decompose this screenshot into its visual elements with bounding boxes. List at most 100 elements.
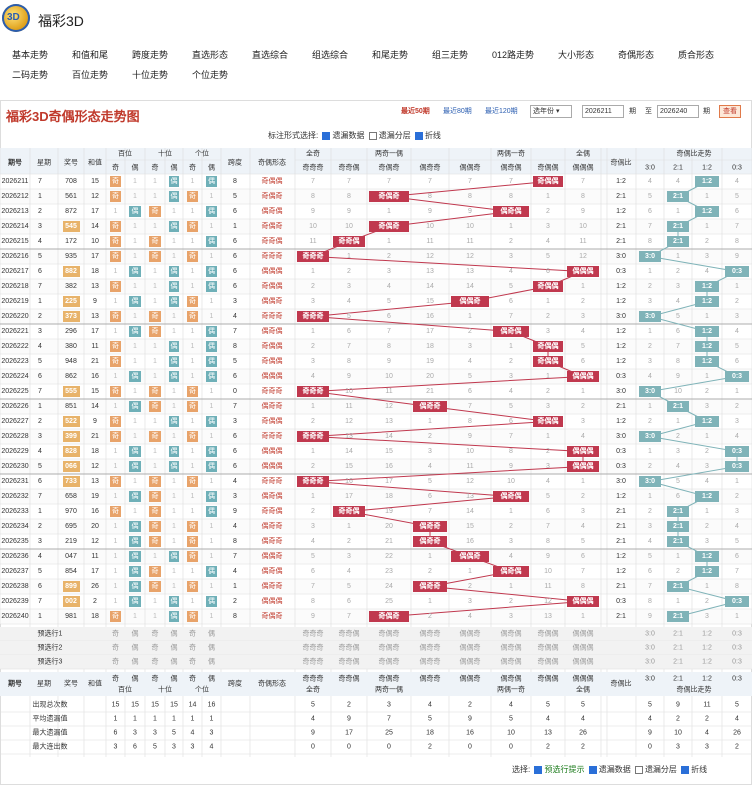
ratio-miss: 2 (648, 283, 652, 290)
week-cell: 4 (38, 448, 42, 455)
polyline-checkbox[interactable] (414, 131, 423, 140)
recent120-link[interactable]: 最近120期 (485, 108, 518, 115)
ratio-hit-box (695, 326, 719, 337)
prize-cell: 899 (65, 583, 77, 590)
form-cell: 偶奇奇 (262, 536, 283, 545)
ratio-hit-box (639, 251, 661, 262)
nav-link-6[interactable]: 和尾走势 (372, 50, 409, 60)
predict-form-cell: 偶偶偶 (573, 657, 594, 666)
period-cell: 2026225 (1, 388, 28, 395)
form-cell: 奇奇奇 (262, 476, 283, 485)
form-miss: 7 (581, 568, 585, 575)
shi-header-2: 十位 (158, 685, 172, 694)
form-miss: 1 (311, 328, 315, 335)
recent50-link[interactable]: 最近50期 (401, 108, 430, 115)
stat-form-cell: 2 (581, 744, 585, 751)
even-miss: 1 (133, 433, 137, 440)
ratio-hit: 2:1 (673, 613, 683, 620)
form-cell: 偶偶偶 (262, 266, 283, 275)
to-period-input[interactable]: 2026240 (657, 105, 699, 118)
form-miss: 1 (546, 373, 550, 380)
form-miss: 9 (468, 208, 472, 215)
nav-link-7[interactable]: 组三走势 (432, 50, 469, 60)
year-select[interactable]: 选年份 ▾ (530, 105, 572, 118)
form-miss: 22 (385, 553, 393, 560)
nav-link-0[interactable]: 基本走势 (12, 50, 49, 60)
missing-layer-checkbox[interactable] (368, 131, 377, 140)
even-mark: 偶 (208, 326, 215, 335)
form-miss: 4 (581, 328, 585, 335)
footer-missing-data-checkbox[interactable] (588, 765, 597, 774)
odd-mark: 奇 (189, 581, 196, 590)
predict-digit-cell: 奇 (152, 643, 159, 652)
ratio-miss: 1 (705, 433, 709, 440)
form-miss: 4 (509, 553, 513, 560)
predict-form-cell: 奇奇奇 (303, 657, 324, 666)
nav-link-10[interactable]: 奇偶形态 (618, 50, 655, 60)
form-miss: 1 (311, 403, 315, 410)
span-cell: 8 (233, 613, 237, 620)
form-miss: 4 (468, 613, 472, 620)
nav-link-3[interactable]: 直选形态 (192, 50, 229, 60)
recent80-link[interactable]: 最近80期 (443, 108, 472, 115)
form-miss: 2 (581, 403, 585, 410)
form-miss: 5 (387, 298, 391, 305)
ratio-hit: 1:2 (702, 493, 712, 500)
nav-link-9[interactable]: 大小形态 (558, 50, 595, 60)
predict-row-label: 预选行3 (38, 657, 63, 666)
odd-box (187, 251, 198, 262)
nav-link-14[interactable]: 十位走势 (132, 70, 169, 80)
ratio-miss: 5 (735, 538, 739, 545)
form-miss: 10 (579, 223, 587, 230)
query-button[interactable]: 查看 (719, 105, 741, 118)
digit-odd-even-header-2: 偶 (132, 674, 139, 683)
form-miss: 2 (428, 613, 432, 620)
form-hit: 偶偶奇 (460, 551, 481, 560)
predict-form-cell: 偶奇偶 (501, 643, 522, 652)
form-miss: 5 (509, 403, 513, 410)
prize-header-2: 奖号 (64, 679, 78, 688)
form-hit: 偶奇偶 (501, 566, 522, 575)
odd-box (187, 311, 198, 322)
nav-link-8[interactable]: 012路走势 (492, 50, 535, 60)
nav-link-15[interactable]: 个位走势 (192, 70, 229, 80)
from-period-input[interactable]: 2026211 (582, 105, 624, 118)
predict-hint-checkbox[interactable] (534, 765, 543, 774)
even-box (206, 416, 217, 427)
stat-form-cell: 0 (509, 744, 513, 751)
ratio-miss: 2 (705, 238, 709, 245)
footer-polyline-checkbox[interactable] (681, 765, 690, 774)
sum-cell: 26 (91, 583, 99, 590)
even-mark: 偶 (208, 206, 215, 215)
footer-missing-layer-checkbox[interactable] (634, 765, 643, 774)
nav-link-13[interactable]: 百位走势 (72, 70, 109, 80)
ratio-miss: 1 (648, 493, 652, 500)
odd-box (149, 251, 161, 262)
ratio-hit: 2:1 (673, 403, 683, 410)
ratio-miss: 3 (705, 253, 709, 260)
nav-link-5[interactable]: 组选综合 (312, 50, 349, 60)
digit-odd-even-header: 偶 (208, 163, 215, 172)
sum-cell: 11 (91, 343, 98, 350)
missing-data-checkbox[interactable] (322, 131, 331, 140)
odd-box (149, 431, 161, 442)
nav-link-1[interactable]: 和值和尾 (72, 50, 109, 60)
stat-ratio-cell: 9 (676, 702, 680, 709)
nav-link-2[interactable]: 跨度走势 (132, 50, 169, 60)
nav-link-11[interactable]: 质合形态 (678, 50, 715, 60)
odd-miss: 1 (114, 583, 118, 590)
form-hit-box (297, 476, 329, 487)
odd-mark: 奇 (112, 221, 119, 230)
period-cell: 2026214 (1, 223, 28, 230)
sum-header: 和值 (88, 158, 102, 167)
form-miss: 2 (428, 433, 432, 440)
nav-link-12[interactable]: 二码走势 (12, 70, 49, 80)
ratio-hit: 1:2 (702, 208, 712, 215)
nav-link-4[interactable]: 直选综合 (252, 50, 289, 60)
ratio-hit: 2:1 (673, 508, 683, 515)
form-cell: 奇奇奇 (262, 311, 283, 320)
odd-mark: 奇 (189, 536, 196, 545)
even-miss: 1 (172, 328, 176, 335)
form-hit-box (567, 371, 599, 382)
form-miss: 7 (509, 313, 513, 320)
